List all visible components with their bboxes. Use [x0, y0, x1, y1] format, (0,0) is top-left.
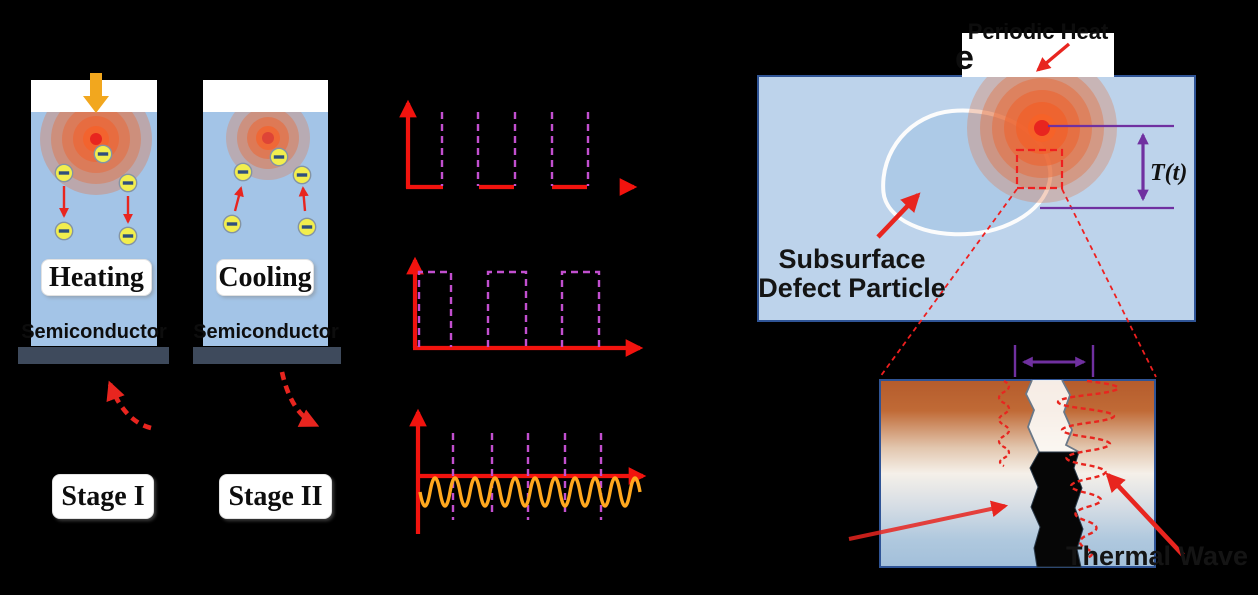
temperature-signal-label: T(t)	[1150, 160, 1188, 186]
heat-source-label: Periodic Heat	[967, 19, 1109, 44]
pulse-boundary-dashes	[440, 112, 590, 186]
plot-square-wave	[406, 256, 644, 357]
heating-label-box: Heating	[41, 259, 152, 296]
plot-excitation-signal	[399, 99, 638, 196]
cooling-label: Cooling	[218, 261, 312, 293]
heat-source-label-fragment: e	[955, 39, 974, 77]
cooling-label-box: Cooling	[216, 259, 314, 296]
square-pulse-dashes	[417, 270, 601, 347]
heat-spot-dot	[90, 133, 102, 145]
stage2-label-box: Stage II	[219, 474, 332, 519]
stage2-substrate-bar	[193, 347, 341, 364]
stage1-surface-strip	[31, 80, 157, 112]
thermal-wave-label: Thermal Wave	[1066, 541, 1249, 571]
stage1-semiconductor-body	[31, 112, 157, 346]
defect-label-line1: Subsurface	[778, 244, 926, 274]
heating-label: Heating	[49, 261, 144, 293]
crack-zoom-view	[879, 379, 1156, 568]
stage1-label: Stage I	[61, 480, 145, 512]
semiconductor-label-stage1: Semiconductor	[21, 321, 167, 343]
heat-spot-dot	[262, 132, 274, 144]
oscillation-wave	[418, 476, 642, 508]
semiconductor-label-stage2: Semiconductor	[193, 321, 339, 343]
period-boundary-dashes	[451, 433, 603, 520]
stage2-cycle-arrow	[279, 371, 320, 428]
stage1-label-box: Stage I	[52, 474, 154, 519]
defect-label-line2: Defect Particle	[758, 273, 946, 303]
crack-width-measure	[1013, 345, 1095, 377]
plot-thermal-response	[409, 408, 647, 534]
stage2-label: Stage II	[228, 480, 323, 512]
stage2-semiconductor-body	[203, 112, 328, 346]
heat-spot-dot	[1034, 120, 1050, 136]
stage1-cycle-arrow	[106, 380, 152, 431]
stage1-substrate-bar	[18, 347, 169, 364]
stage2-surface-strip	[203, 80, 328, 112]
